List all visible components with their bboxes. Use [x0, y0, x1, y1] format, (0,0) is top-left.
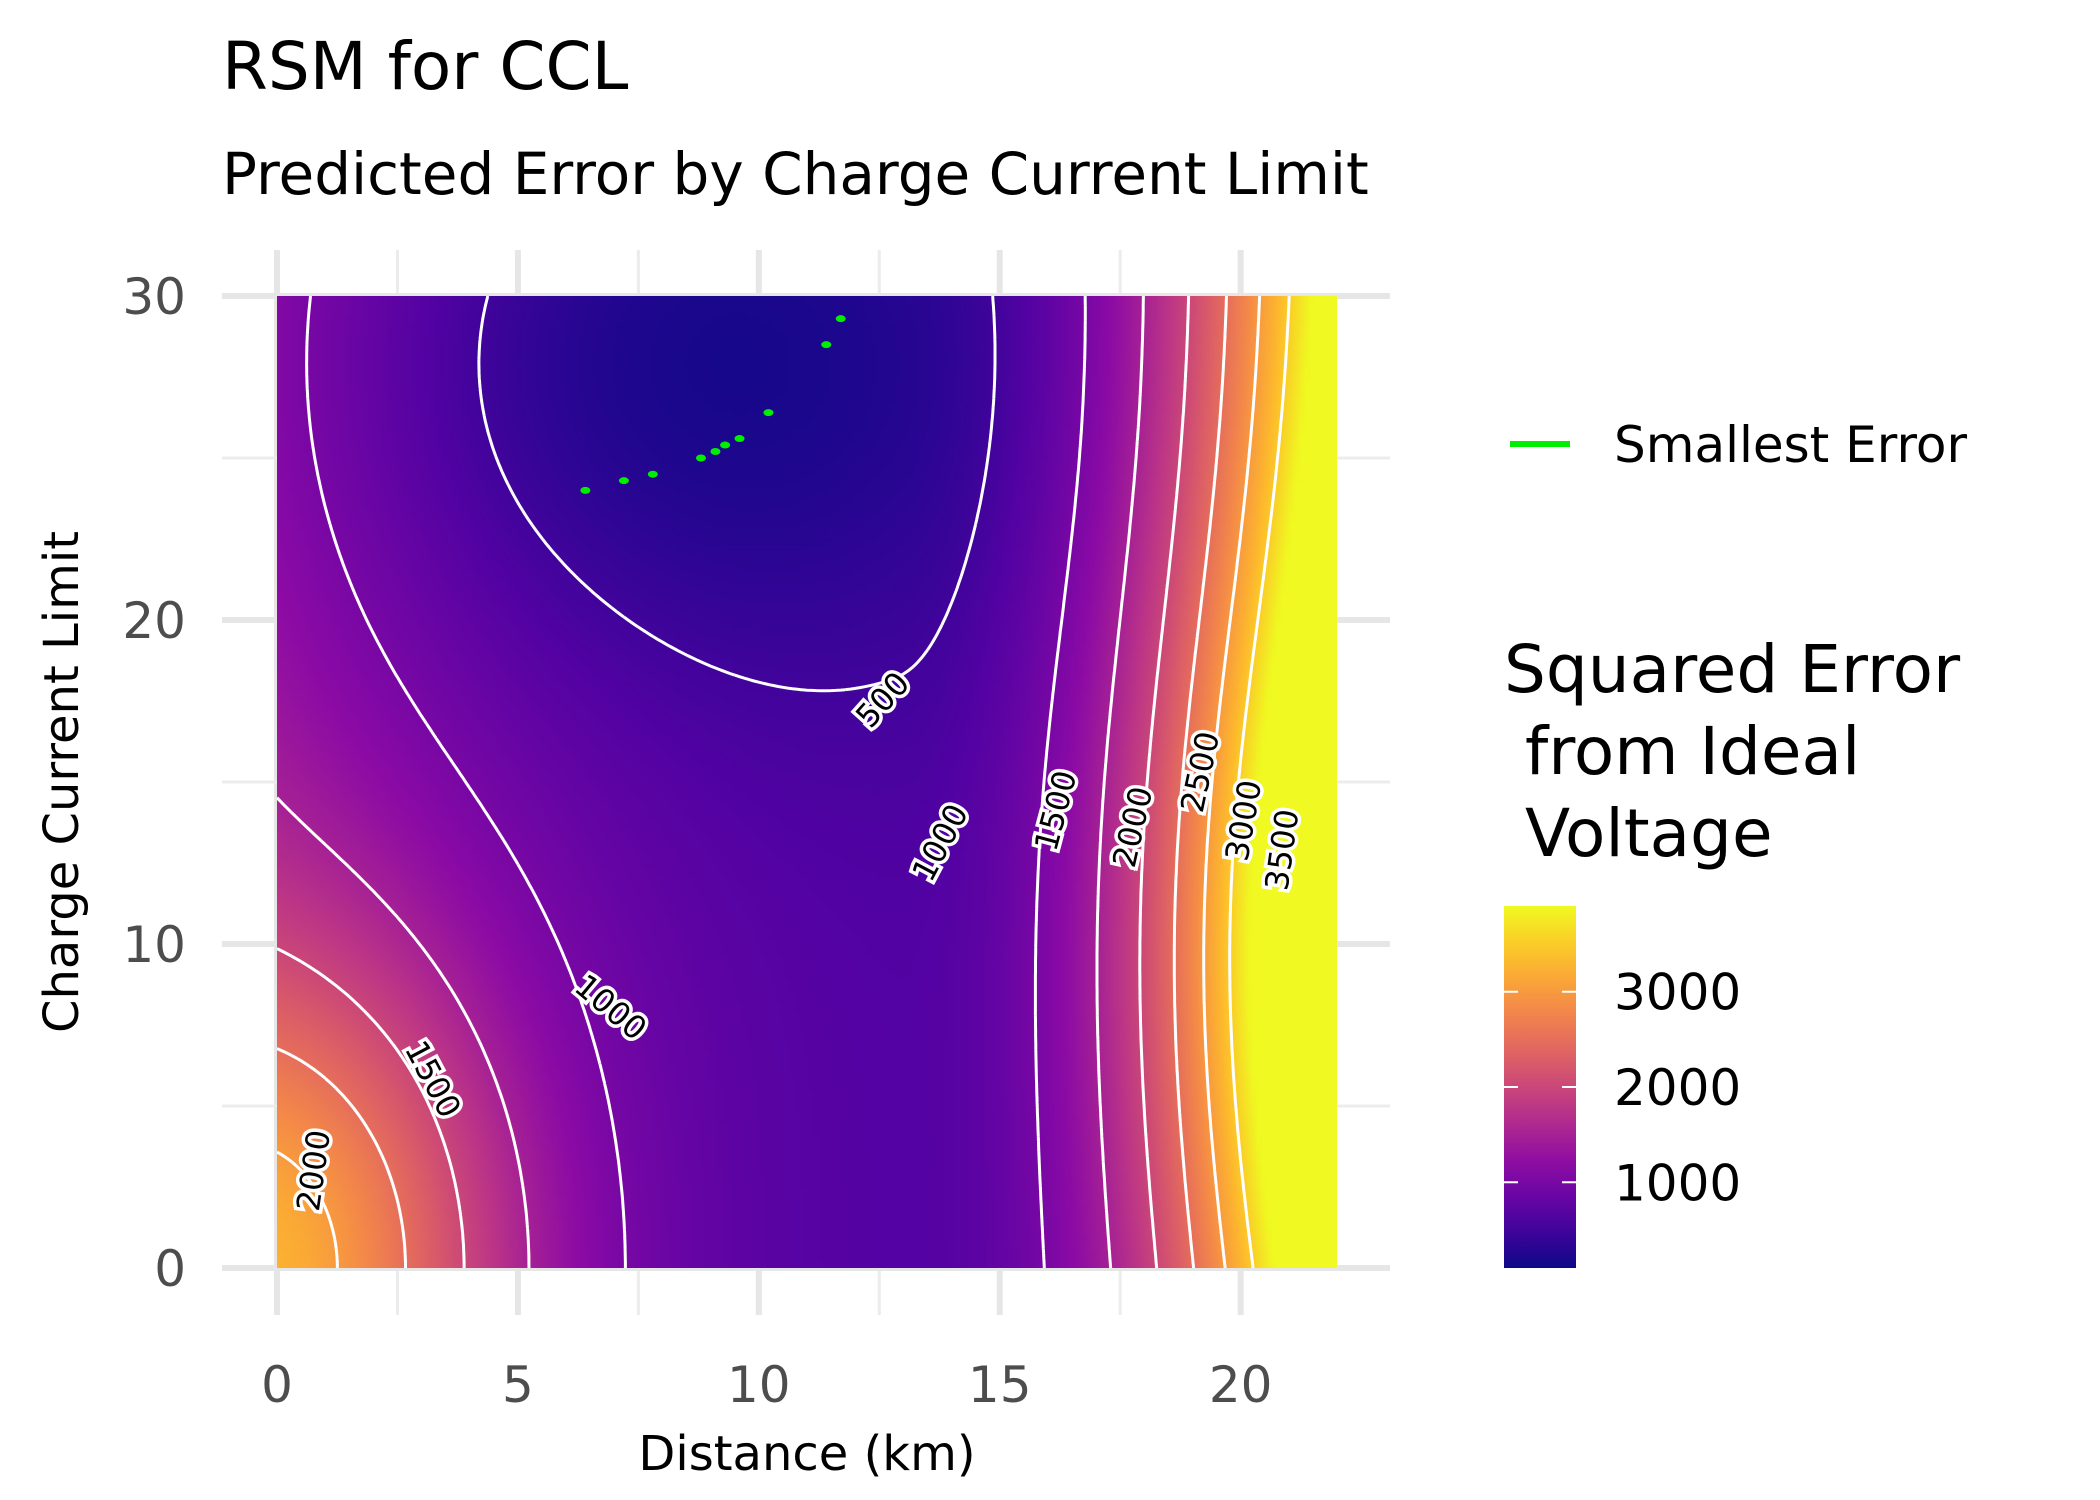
smallest-error-series — [580, 315, 846, 494]
colorbar-title-line-3: Voltage — [1504, 795, 1773, 872]
axis-ticks: 0 5 10 15 20 0 10 20 30 — [122, 268, 1272, 1414]
chart-title: RSM for CCL — [222, 28, 629, 105]
x-tick-label: 15 — [968, 1356, 1032, 1414]
y-tick-label: 30 — [122, 268, 186, 326]
y-tick-label: 10 — [122, 916, 186, 974]
smallest-error-point — [835, 315, 846, 323]
contour-line-500 — [477, 296, 997, 693]
colorbar: Squared Error from Ideal Voltage 1000 200… — [1504, 631, 1961, 1268]
colorbar-title-line-2: from Ideal — [1504, 713, 1860, 790]
smallest-error-point — [734, 435, 745, 443]
smallest-error-point — [580, 486, 591, 494]
heatmap-raster — [277, 296, 1337, 1268]
x-axis-title: Distance (km) — [638, 1426, 975, 1482]
colorbar-ticks: 1000 2000 3000 — [1504, 964, 1741, 1212]
smallest-error-point — [647, 470, 658, 478]
contour-line-1000 — [305, 296, 1087, 1268]
smallest-error-point — [710, 448, 721, 456]
smallest-error-point — [763, 409, 774, 417]
contour-line-2000 — [277, 296, 1191, 1268]
y-axis-title: Charge Current Limit — [34, 531, 90, 1033]
smallest-error-point — [821, 341, 832, 349]
contour-line-3500 — [1228, 296, 1291, 1268]
contour-line-2500 — [277, 296, 1228, 1268]
y-tick-label: 0 — [154, 1240, 186, 1298]
contour-lines — [277, 296, 1291, 1268]
y-tick-label: 20 — [122, 592, 186, 650]
contour-line-1500 — [277, 296, 1145, 1268]
smallest-error-point — [696, 454, 706, 462]
legend-smallest-error: Smallest Error — [1510, 416, 1967, 474]
colorbar-tick-label: 3000 — [1614, 964, 1741, 1022]
x-tick-label: 0 — [261, 1356, 293, 1414]
legend-label: Smallest Error — [1614, 416, 1967, 474]
colorbar-tick-label: 1000 — [1614, 1154, 1741, 1212]
x-tick-label: 10 — [727, 1356, 791, 1414]
smallest-error-point — [618, 477, 629, 485]
chart-subtitle: Predicted Error by Charge Current Limit — [222, 140, 1369, 208]
x-tick-label: 20 — [1209, 1356, 1273, 1414]
x-tick-label: 5 — [502, 1356, 534, 1414]
colorbar-tick-label: 2000 — [1614, 1059, 1741, 1117]
contour-line-3000 — [277, 296, 1262, 1268]
smallest-error-point — [720, 441, 731, 449]
colorbar-title-line-1: Squared Error — [1504, 631, 1961, 708]
